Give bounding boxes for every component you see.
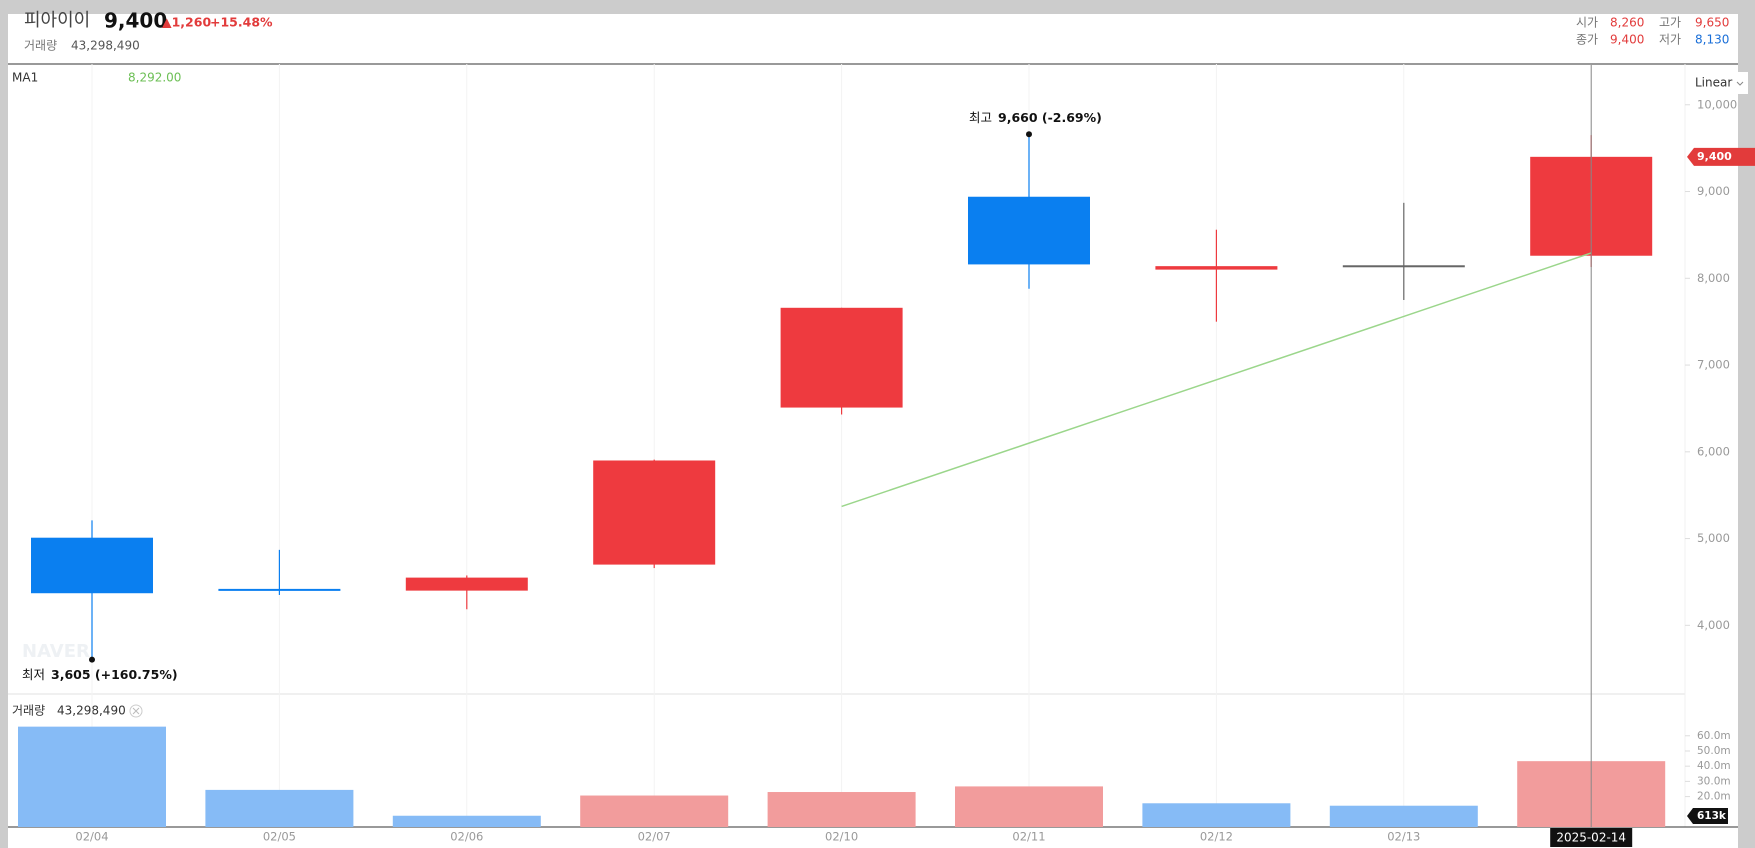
volume-tick-label: 60.0m: [1697, 730, 1731, 742]
watermark: NAVER: [22, 641, 90, 662]
ohlc-label: 저가: [1659, 33, 1681, 47]
high-dot: [1026, 131, 1032, 138]
volume-cursor-tag: [1687, 808, 1728, 824]
candle-body: [780, 307, 903, 408]
ohlc-label: 고가: [1659, 16, 1681, 30]
x-tick-label: 02/13: [1387, 830, 1420, 844]
high-annotation-label: 최고: [969, 110, 992, 125]
candle-body: [1342, 265, 1465, 268]
ohlc-value: 8,260: [1610, 16, 1644, 30]
volume-bar: [955, 786, 1103, 827]
close-icon[interactable]: [129, 704, 143, 718]
candle-body: [968, 196, 1090, 265]
low-annotation-label: 최저: [22, 667, 45, 682]
volume-legend-name: 거래량: [12, 704, 45, 718]
y-tick-label: 8,000: [1697, 271, 1730, 285]
candle-body: [218, 588, 341, 591]
volume-bar: [1329, 805, 1478, 827]
x-tick-label: 02/10: [825, 830, 858, 844]
stock-name: 피아이이: [24, 10, 90, 31]
volume-label: 거래량: [24, 39, 57, 53]
volume-bar: [1142, 803, 1291, 827]
change-pct: +15.48%: [210, 15, 273, 30]
volume-bar: [18, 726, 166, 827]
ohlc-value: 8,130: [1695, 33, 1729, 47]
volume-legend-value: 43,298,490: [57, 704, 126, 718]
scale-button-bg[interactable]: [1688, 72, 1748, 94]
ohlc-label: 시가: [1576, 16, 1598, 30]
crosshair-date-box: [1550, 828, 1633, 847]
low-dot: [89, 656, 95, 663]
ohlc-label: 종가: [1576, 33, 1598, 47]
last-price-tag: [1687, 147, 1755, 166]
candle-body: [593, 460, 716, 565]
price: 9,400: [104, 9, 167, 33]
x-tick-label: 02/07: [638, 830, 671, 844]
volume-cursor-label: 613k: [1697, 810, 1727, 822]
ohlc-value: 9,400: [1610, 33, 1644, 47]
candle-body: [1155, 266, 1278, 270]
volume-tick-label: 40.0m: [1697, 760, 1731, 772]
panel: [8, 14, 1738, 848]
x-tick-label: 02/05: [263, 830, 296, 844]
volume-tick-label: 30.0m: [1697, 775, 1731, 787]
volume-bar: [580, 795, 729, 827]
ma-name: MA1: [12, 71, 38, 85]
low-annotation-text: 3,605 (+160.75%): [51, 667, 178, 682]
close-icon-x[interactable]: [132, 707, 140, 715]
ma-value: 8,292.00: [128, 71, 181, 85]
high-annotation-text: 9,660 (-2.69%): [998, 110, 1102, 125]
candle-body: [31, 537, 153, 594]
volume-value: 43,298,490: [71, 39, 140, 53]
y-tick-label: 10,000: [1697, 97, 1737, 111]
ma-line: [841, 252, 1592, 508]
y-tick-label: 9,000: [1697, 184, 1730, 198]
change: ▲1,260: [162, 15, 211, 30]
x-tick-label: 02/11: [1012, 830, 1045, 844]
volume-bar: [767, 792, 916, 827]
volume-tick-label: 50.0m: [1697, 745, 1731, 757]
volume-bar: [205, 789, 354, 827]
y-tick-label: 6,000: [1697, 444, 1730, 458]
last-price-label: 9,400: [1697, 150, 1732, 163]
ohlc-value: 9,650: [1695, 16, 1729, 30]
y-tick-label: 7,000: [1697, 358, 1730, 372]
x-tick-label: 02/04: [75, 830, 108, 844]
scale-button[interactable]: Linear: [1695, 76, 1732, 90]
candle-body: [405, 577, 528, 591]
x-tick-label: 02/12: [1200, 830, 1233, 844]
volume-tick-label: 20.0m: [1697, 791, 1731, 803]
volume-bar: [392, 815, 541, 827]
y-tick-label: 5,000: [1697, 531, 1730, 545]
x-tick-label: 02/06: [450, 830, 483, 844]
y-tick-label: 4,000: [1697, 618, 1730, 632]
crosshair-date: 2025-02-14: [1556, 831, 1626, 845]
chevron[interactable]: [1736, 81, 1744, 86]
